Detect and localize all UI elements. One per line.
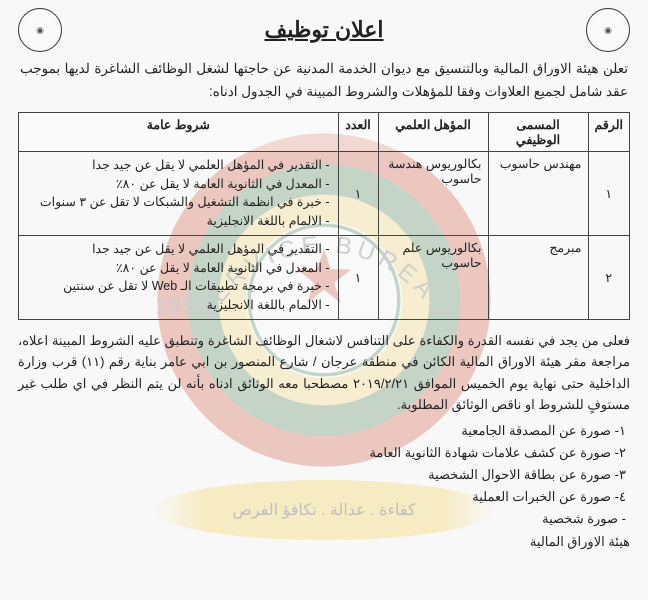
cell-num: ٢ [588, 235, 629, 319]
doc-item: - صورة شخصية [18, 508, 626, 530]
jobs-table: الرقم المسمى الوظيفي المؤهل العلمي العدد… [18, 112, 630, 320]
col-num: الرقم [588, 112, 629, 151]
col-cond: شروط عامة [19, 112, 339, 151]
cond-item: المعدل في الثانوية العامة لا يقل عن ٨٠٪ [25, 175, 330, 194]
logo-right: ◉ [586, 8, 630, 52]
cond-item: الالمام باللغة الانجليزية [25, 296, 330, 315]
col-qual: المؤهل العلمي [378, 112, 488, 151]
col-job: المسمى الوظيفي [488, 112, 588, 151]
cell-job: مهندس حاسوب [488, 151, 588, 235]
footer-org: هيئة الاوراق المالية [18, 534, 630, 550]
cell-count: ١ [338, 151, 378, 235]
cell-qual: بكالوريوس هندسة حاسوب [378, 151, 488, 235]
page-title: اعلان توظيف [264, 17, 383, 43]
doc-item: ١- صورة عن المصدقة الجامعية [18, 420, 626, 442]
cond-item: خبرة في برمجة تطبيقات الـ Web لا تقل عن … [25, 277, 330, 296]
cell-cond: التقدير في المؤهل العلمي لا يقل عن جيد ج… [19, 151, 339, 235]
cond-item: المعدل في الثانوية العامة لا يقل عن ٨٠٪ [25, 259, 330, 278]
cell-job: مبرمج [488, 235, 588, 319]
cond-item: التقدير في المؤهل العلمي لا يقل عن جيد ج… [25, 240, 330, 259]
col-count: العدد [338, 112, 378, 151]
cond-item: التقدير في المؤهل العلمي لا يقل عن جيد ج… [25, 156, 330, 175]
cell-num: ١ [588, 151, 629, 235]
table-header-row: الرقم المسمى الوظيفي المؤهل العلمي العدد… [19, 112, 630, 151]
cond-item: الالمام باللغة الانجليزية [25, 212, 330, 231]
doc-item: ٢- صورة عن كشف علامات شهادة الثانوية الع… [18, 442, 626, 464]
documents-list: ١- صورة عن المصدقة الجامعية٢- صورة عن كش… [18, 420, 630, 530]
doc-item: ٣- صورة عن بطاقة الاحوال الشخصية [18, 464, 626, 486]
cell-qual: بكالوريوس علم حاسوب [378, 235, 488, 319]
instructions-paragraph: فعلى من يجد في نفسه القدرة والكفاءة على … [18, 330, 630, 416]
table-row: ٢مبرمجبكالوريوس علم حاسوب١ التقدير في الم… [19, 235, 630, 319]
cell-count: ١ [338, 235, 378, 319]
table-row: ١مهندس حاسوببكالوريوس هندسة حاسوب١التقدي… [19, 151, 630, 235]
cond-item: خبرة في انظمة التشغيل والشبكات لا تقل عن… [25, 193, 330, 212]
intro-paragraph: تعلن هيئة الاوراق المالية وبالتنسيق مع د… [20, 58, 628, 104]
doc-item: ٤- صورة عن الخبرات العملية [18, 486, 626, 508]
cell-cond: التقدير في المؤهل العلمي لا يقل عن جيد ج… [19, 235, 339, 319]
logo-left: ◉ [18, 8, 62, 52]
